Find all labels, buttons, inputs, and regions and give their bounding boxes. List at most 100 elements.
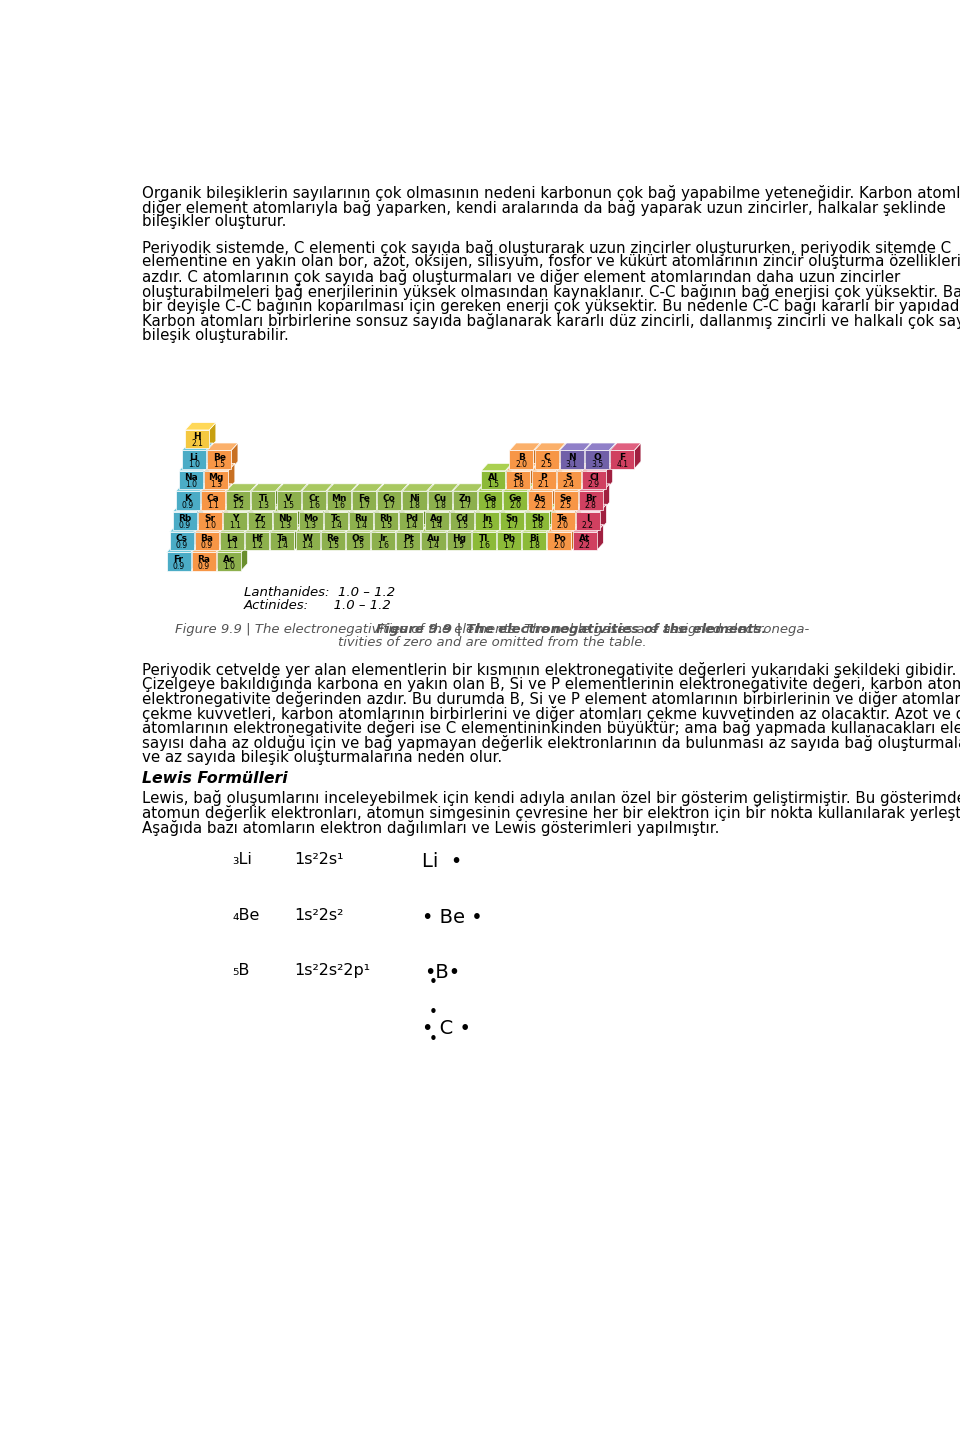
- Text: 0.9: 0.9: [201, 541, 213, 550]
- Polygon shape: [324, 504, 354, 511]
- Text: Ra: Ra: [197, 554, 210, 564]
- Polygon shape: [216, 546, 223, 571]
- Polygon shape: [550, 504, 581, 511]
- Text: 1.1: 1.1: [229, 521, 241, 530]
- Text: sayısı daha az olduğu için ve bağ yapmayan değerlik elektronlarının da bulunması: sayısı daha az olduğu için ve bağ yapmay…: [142, 735, 960, 750]
- Text: Ge: Ge: [509, 494, 522, 503]
- Bar: [528, 491, 552, 510]
- Text: Rh: Rh: [379, 514, 393, 523]
- Polygon shape: [194, 524, 201, 550]
- Bar: [220, 533, 244, 550]
- Polygon shape: [584, 442, 590, 468]
- Text: Karbon atomları birbirlerine sonsuz sayıda bağlanarak kararlı düz zincirli, dall: Karbon atomları birbirlerine sonsuz sayı…: [142, 314, 960, 329]
- Polygon shape: [552, 484, 559, 510]
- Polygon shape: [497, 524, 528, 533]
- Polygon shape: [420, 524, 427, 550]
- Text: 1.6: 1.6: [308, 501, 320, 510]
- Bar: [522, 533, 546, 550]
- Text: 1.7: 1.7: [383, 501, 396, 510]
- Bar: [557, 471, 581, 490]
- Text: 2.2: 2.2: [535, 501, 546, 510]
- Bar: [321, 533, 345, 550]
- Polygon shape: [182, 442, 213, 451]
- Bar: [249, 511, 273, 530]
- Text: 2.8: 2.8: [585, 501, 597, 510]
- Text: •: •: [429, 975, 438, 991]
- Polygon shape: [200, 484, 206, 510]
- Polygon shape: [370, 524, 376, 550]
- Text: Mn: Mn: [331, 494, 347, 503]
- Polygon shape: [325, 484, 332, 510]
- Polygon shape: [475, 504, 506, 511]
- Polygon shape: [596, 524, 603, 550]
- Text: Se: Se: [560, 494, 572, 503]
- Text: Tl: Tl: [479, 534, 489, 543]
- Text: •B•: •B•: [423, 964, 460, 982]
- Polygon shape: [581, 464, 588, 490]
- Text: ₃Li: ₃Li: [232, 852, 252, 866]
- Text: Ru: Ru: [354, 514, 368, 523]
- Text: N: N: [568, 453, 576, 461]
- Text: In: In: [482, 514, 492, 523]
- Bar: [450, 511, 474, 530]
- Polygon shape: [452, 484, 459, 510]
- Polygon shape: [510, 442, 540, 451]
- Text: C: C: [543, 453, 550, 461]
- Polygon shape: [426, 484, 433, 510]
- Polygon shape: [295, 524, 301, 550]
- Text: Be: Be: [213, 453, 226, 461]
- Polygon shape: [327, 484, 358, 491]
- Text: Ga: Ga: [483, 494, 497, 503]
- Polygon shape: [179, 464, 209, 471]
- Polygon shape: [521, 524, 528, 550]
- Text: Cu: Cu: [433, 494, 446, 503]
- Polygon shape: [228, 464, 235, 490]
- Polygon shape: [635, 442, 641, 468]
- Text: Po: Po: [553, 534, 565, 543]
- Polygon shape: [241, 546, 248, 571]
- Polygon shape: [499, 504, 506, 530]
- Text: • Be •: • Be •: [422, 908, 483, 927]
- Text: bileşikler oluşturur.: bileşikler oluşturur.: [142, 215, 286, 229]
- Text: Organik bileşiklerin sayılarının çok olmasının nedeni karbonun çok bağ yapabilme: Organik bileşiklerin sayılarının çok olm…: [142, 185, 960, 200]
- Text: La: La: [226, 534, 238, 543]
- Bar: [510, 451, 534, 468]
- Polygon shape: [524, 504, 531, 530]
- Text: Na: Na: [184, 473, 198, 483]
- Polygon shape: [470, 524, 477, 550]
- Text: Au: Au: [427, 534, 441, 543]
- Text: Zr: Zr: [254, 514, 266, 523]
- Text: • C •: • C •: [422, 1018, 471, 1038]
- Text: 1.0: 1.0: [188, 460, 200, 468]
- Bar: [572, 533, 596, 550]
- Text: Ni: Ni: [409, 494, 420, 503]
- Text: Y: Y: [232, 514, 238, 523]
- Bar: [207, 451, 231, 468]
- Polygon shape: [582, 464, 612, 471]
- Polygon shape: [528, 484, 559, 491]
- Text: H: H: [193, 432, 201, 441]
- Polygon shape: [217, 546, 248, 553]
- Text: Co: Co: [383, 494, 396, 503]
- Polygon shape: [609, 442, 615, 468]
- Text: 1.5: 1.5: [282, 501, 295, 510]
- Polygon shape: [190, 546, 197, 571]
- Polygon shape: [579, 484, 610, 491]
- Polygon shape: [522, 524, 553, 533]
- Polygon shape: [401, 484, 408, 510]
- Bar: [195, 533, 219, 550]
- Text: 1.3: 1.3: [304, 521, 317, 530]
- Text: Zn: Zn: [458, 494, 471, 503]
- Bar: [182, 451, 206, 468]
- Bar: [227, 491, 251, 510]
- Text: 1s²2s¹: 1s²2s¹: [295, 852, 344, 866]
- Polygon shape: [374, 504, 405, 511]
- Text: B: B: [518, 453, 525, 461]
- Bar: [179, 471, 203, 490]
- Bar: [399, 511, 423, 530]
- Text: Ba: Ba: [201, 534, 213, 543]
- Polygon shape: [376, 484, 383, 510]
- Text: 2.9: 2.9: [588, 480, 600, 490]
- Polygon shape: [198, 504, 228, 511]
- Text: bileşik oluşturabilir.: bileşik oluşturabilir.: [142, 328, 288, 342]
